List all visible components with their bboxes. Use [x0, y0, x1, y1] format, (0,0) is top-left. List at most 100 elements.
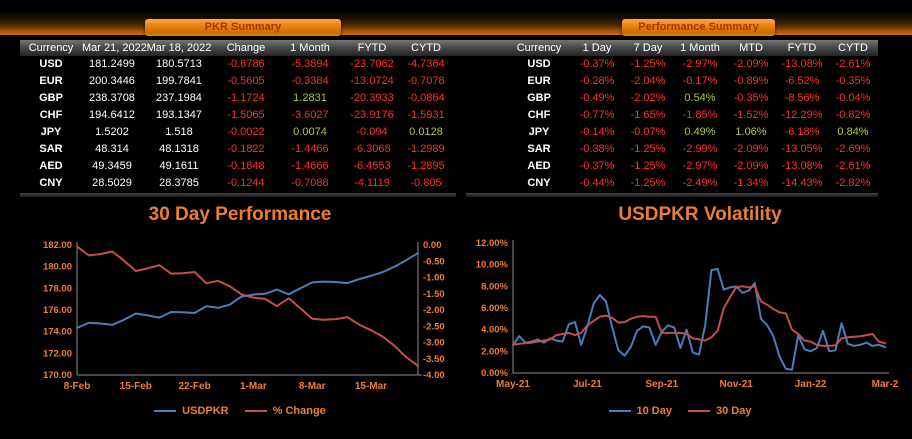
-change-line: [76, 245, 419, 367]
rate-value: 181.2499: [89, 58, 135, 70]
column-header: 7 Day: [633, 42, 663, 54]
performance-line-chart: 182.00 180.00 178.00 176.00 174.00 172.00 170.…: [43, 240, 445, 392]
y-axis-tick-label: -3.50: [423, 354, 445, 365]
negative-value: -2.61%: [835, 58, 871, 70]
rate-value: 200.3446: [89, 75, 135, 87]
negative-value: -0.7078: [407, 75, 445, 87]
volatility-line-chart: 12.00% 10.00% 8.00% 6.00% 4.00% 2.00% 0.00%May…: [476, 238, 899, 390]
currency-label: EUR: [39, 75, 63, 87]
negative-value: -6.18%: [784, 126, 820, 138]
x-axis-tick-label: Sep-21: [645, 379, 678, 390]
negative-value: -1.25%: [630, 143, 666, 155]
currency-label: AED: [39, 160, 63, 172]
performance-chart-legend: USDPKR % Change: [20, 405, 460, 417]
negative-value: -1.52%: [733, 109, 769, 121]
column-header: Currency: [28, 42, 74, 54]
negative-value: -13.05%: [781, 143, 823, 155]
currency-label: CNY: [39, 177, 63, 189]
negative-value: -0.094: [356, 126, 388, 138]
negative-value: -0.37%: [579, 58, 615, 70]
negative-value: -2.69%: [835, 143, 871, 155]
negative-value: -2.97%: [682, 58, 718, 70]
rate-value: 48.314: [95, 143, 129, 155]
column-header: CYTD: [411, 42, 441, 54]
negative-value: -0.0022: [227, 126, 265, 138]
negative-value: -12.29%: [781, 109, 823, 121]
rate-value: 237.1984: [156, 92, 202, 104]
y-axis-tick-label: 8.00%: [481, 281, 508, 292]
negative-value: -2.49%: [682, 177, 718, 189]
rate-value: 28.5029: [92, 177, 132, 189]
currency-label: SAR: [39, 143, 63, 155]
negative-value: -2.97%: [682, 160, 718, 172]
negative-value: -23.9176: [350, 109, 394, 121]
negative-value: -0.3384: [291, 75, 329, 87]
positive-value: 1.06%: [735, 126, 767, 138]
positive-value: 0.0074: [293, 126, 327, 138]
negative-value: -0.04%: [835, 92, 871, 104]
negative-value: -0.38%: [579, 143, 615, 155]
table-bottom-edge: [20, 193, 456, 197]
legend-item-usdpkr: USDPKR: [154, 405, 229, 417]
currency-label: JPY: [40, 126, 62, 138]
x-axis-tick-label: 15-Feb: [120, 381, 152, 392]
legend-item-10-day: 10 Day: [608, 405, 672, 417]
negative-value: -1.4466: [291, 143, 329, 155]
negative-value: -1.34%: [733, 177, 769, 189]
currency-label: CNY: [527, 177, 551, 189]
negative-value: -2.02%: [630, 92, 666, 104]
rate-value: 180.5713: [156, 58, 202, 70]
x-axis-tick-label: Jul-21: [573, 379, 602, 390]
negative-value: -0.35%: [835, 75, 871, 87]
negative-value: -0.89%: [733, 75, 769, 87]
negative-value: -4.7364: [407, 58, 445, 70]
rate-value: 238.3708: [89, 92, 135, 104]
negative-value: -0.7088: [291, 177, 329, 189]
negative-value: -1.5931: [407, 109, 445, 121]
negative-value: -6.3068: [353, 143, 391, 155]
negative-value: -0.1244: [227, 177, 265, 189]
negative-value: -1.65%: [630, 109, 666, 121]
currency-label: AED: [527, 160, 551, 172]
currency-label: GBP: [527, 92, 551, 104]
column-header: Mar 18, 2022: [146, 42, 212, 54]
tab-pkr-summary[interactable]: PKR Summary: [145, 19, 341, 36]
y-axis-tick-label: 180.00: [43, 262, 72, 273]
rate-value: 49.1611: [159, 160, 199, 172]
legend-label: USDPKR: [182, 405, 229, 417]
x-axis-tick-label: 8-Mar: [299, 381, 326, 392]
negative-value: -6.4553: [353, 160, 391, 172]
negative-value: -0.0864: [407, 92, 445, 104]
negative-value: -4.1119: [354, 177, 390, 189]
negative-value: -2.61%: [835, 160, 871, 172]
y-axis-tick-label: -3.00: [423, 338, 445, 349]
legend-item-pct-change: % Change: [244, 405, 326, 417]
negative-value: -0.1822: [227, 143, 265, 155]
negative-value: -1.25%: [630, 160, 666, 172]
column-header: Mar 21, 2022: [82, 42, 147, 54]
header-gradient-band: [0, 0, 912, 35]
rate-value: 28.3785: [159, 177, 199, 189]
y-axis-tick-label: -2.00: [423, 305, 445, 316]
negative-value: -2.99%: [682, 143, 718, 155]
negative-value: -0.1848: [227, 160, 265, 172]
column-header: Currency: [516, 42, 562, 54]
table-bottom-edge: [466, 193, 878, 197]
negative-value: -0.14%: [579, 126, 615, 138]
column-header: MTD: [739, 42, 763, 54]
x-axis-tick-label: Nov-21: [720, 379, 754, 390]
currency-label: EUR: [527, 75, 551, 87]
negative-value: -14.43%: [781, 177, 823, 189]
negative-value: -0.07%: [630, 126, 666, 138]
positive-value: 0.49%: [684, 126, 716, 138]
negative-value: -1.1724: [227, 92, 265, 104]
tab-performance-summary[interactable]: Performance Summary: [622, 19, 775, 36]
rate-value: 194.6412: [89, 109, 135, 121]
thirty-day-line-swatch: [688, 410, 710, 412]
y-axis-tick-label: -4.00: [423, 370, 445, 381]
negative-value: -2.82%: [835, 177, 871, 189]
currency-label: CHF: [527, 109, 551, 121]
currency-label: GBP: [39, 92, 63, 104]
x-axis-tick-label: 8-Feb: [64, 381, 91, 392]
negative-value: -0.44%: [579, 177, 615, 189]
